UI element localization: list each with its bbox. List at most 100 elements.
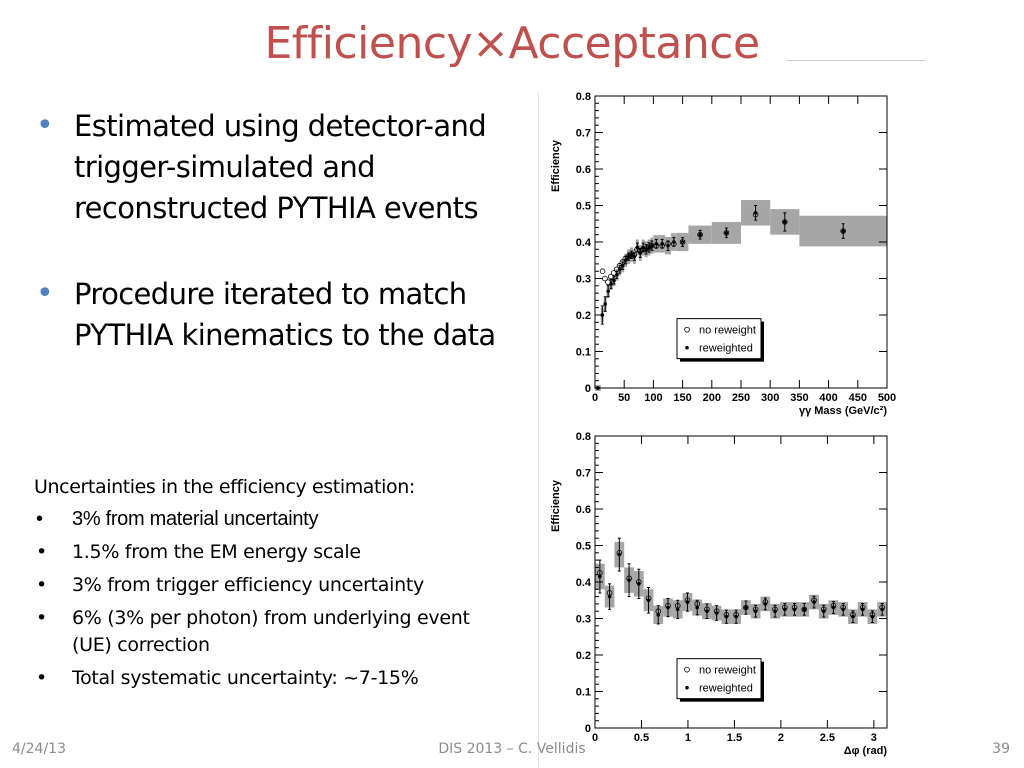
reweighted-point — [714, 611, 719, 615]
y-axis-title: Efficiency — [550, 479, 562, 532]
main-bullet-text: Procedure iterated to match PYTHIA kinem… — [74, 277, 496, 352]
no-reweight-point — [643, 246, 649, 253]
x-tick-label: 0.5 — [634, 732, 649, 744]
reweighted-point — [627, 578, 631, 582]
y-tick-label: 0.8 — [576, 431, 591, 443]
footer-presentation: DIS 2013 – C. Vellidis — [438, 741, 586, 757]
no-reweight-point — [606, 590, 613, 596]
y-tick-label: 0.1 — [576, 347, 591, 359]
no-reweight-point — [659, 242, 665, 249]
no-reweight-point — [840, 604, 846, 611]
y-tick-label: 0.1 — [576, 687, 591, 699]
legend-box — [676, 318, 762, 360]
y-tick-label: 0.4 — [576, 577, 592, 589]
no-reweight-point — [723, 230, 730, 236]
x-tick-label: 400 — [819, 392, 837, 404]
legend-label: no reweight — [699, 665, 756, 677]
reweighted-point — [841, 607, 846, 612]
reweighted-point — [744, 605, 748, 610]
reweighted-point — [666, 243, 670, 248]
no-reweight-point — [697, 231, 703, 238]
reweighted-point — [656, 613, 661, 617]
x-tick-label: 500 — [878, 392, 896, 404]
no-reweight-point — [597, 570, 603, 576]
no-reweight-point — [602, 275, 608, 282]
reweighted-point — [596, 386, 600, 390]
y-tick-label: 0.8 — [576, 91, 591, 103]
reweighted-point — [637, 582, 641, 586]
no-reweight-point — [634, 246, 640, 253]
bullet-dot-icon: • — [36, 508, 43, 530]
uncertainty-item: • 1.5% from the EM energy scale — [34, 539, 514, 566]
reweighted-point — [672, 240, 676, 244]
slide-title: Efficiency×Acceptance — [264, 18, 760, 69]
y-tick-label: 0.3 — [576, 274, 591, 286]
no-reweight-point — [723, 612, 730, 618]
no-reweight-point — [694, 601, 701, 607]
no-reweight-point — [879, 604, 885, 611]
reweighted-point — [841, 229, 845, 233]
no-reweight-point — [619, 259, 626, 265]
no-reweight-point — [635, 579, 642, 585]
reweighted-point — [792, 607, 797, 612]
no-reweight-point — [869, 612, 876, 618]
bullet-dot-icon: • — [36, 607, 47, 629]
bullet-dot-icon: • — [36, 108, 54, 143]
y-tick-label: 0.3 — [576, 614, 591, 626]
no-reweight-point — [859, 604, 866, 611]
reweighted-point — [831, 605, 836, 610]
legend-label: reweighted — [699, 343, 753, 355]
x-tick-label: 0 — [592, 732, 598, 744]
no-reweight-point — [752, 606, 759, 613]
reweighted-point — [617, 552, 622, 557]
uncertainty-item: • 6% (3% per photon) from underlying eve… — [34, 605, 514, 659]
y-tick-label: 0.7 — [576, 128, 591, 140]
uncertainty-text: 3% from trigger efficiency uncertainty — [72, 574, 424, 596]
reweighted-point — [734, 614, 738, 619]
x-tick-label: 2 — [778, 732, 784, 744]
y-tick-label: 0.7 — [576, 468, 591, 480]
y-tick-label: 0 — [585, 383, 591, 395]
uncertainty-item: • 3% from material uncertainty — [34, 506, 514, 533]
x-tick-label: 350 — [790, 392, 808, 404]
no-reweight-point — [704, 606, 710, 613]
no-reweight-point — [631, 251, 637, 258]
slide-divider-line — [538, 92, 539, 768]
legend-reweighted-marker — [685, 685, 689, 690]
reweighted-point — [821, 609, 826, 613]
y-tick-label: 0.4 — [576, 237, 592, 249]
y-tick-label: 0.2 — [576, 310, 591, 322]
x-axis-title: γγ Mass (GeV/c²) — [799, 405, 887, 417]
no-reweight-point — [801, 606, 808, 613]
reweighted-point — [724, 614, 729, 619]
y-tick-label: 0 — [585, 723, 591, 735]
x-tick-label: 200 — [703, 392, 721, 404]
no-reweight-point — [830, 602, 837, 609]
no-reweight-point — [655, 608, 662, 615]
no-reweight-point — [626, 575, 632, 582]
reweighted-point — [783, 220, 787, 224]
no-reweight-point — [684, 597, 691, 604]
plot-background — [545, 88, 900, 423]
y-tick-label: 0.5 — [576, 541, 591, 553]
bullet-dot-icon: • — [36, 667, 47, 689]
y-tick-label: 0.6 — [576, 504, 591, 516]
reweighted-point — [660, 242, 664, 246]
reweighted-point — [851, 614, 855, 619]
efficiency-vs-dphi-plot: 0 0.1 0.2 0.3 0.4 0.5 0.6 0.7 0.8 0 0.5 1 1.5 2 2.5 3 Ef… — [545, 428, 900, 763]
reweighted-point — [698, 232, 702, 237]
title-underline — [786, 60, 926, 61]
no-reweight-point — [645, 244, 652, 251]
legend-label: reweighted — [699, 683, 753, 695]
bullet-dot-icon: • — [36, 276, 54, 311]
no-reweight-point — [671, 241, 677, 247]
no-reweight-point — [628, 251, 635, 258]
reweighted-point — [680, 240, 685, 244]
no-reweight-point — [752, 211, 759, 218]
bullet-dot-icon: • — [36, 574, 47, 596]
reweighted-point — [685, 600, 690, 604]
main-bullet-list: • Estimated using detector-and trigger-s… — [34, 106, 504, 401]
uncertainty-text: Total systematic uncertainty: ~7-15% — [72, 667, 419, 689]
no-reweight-point — [782, 219, 788, 225]
legend-box — [676, 658, 762, 700]
